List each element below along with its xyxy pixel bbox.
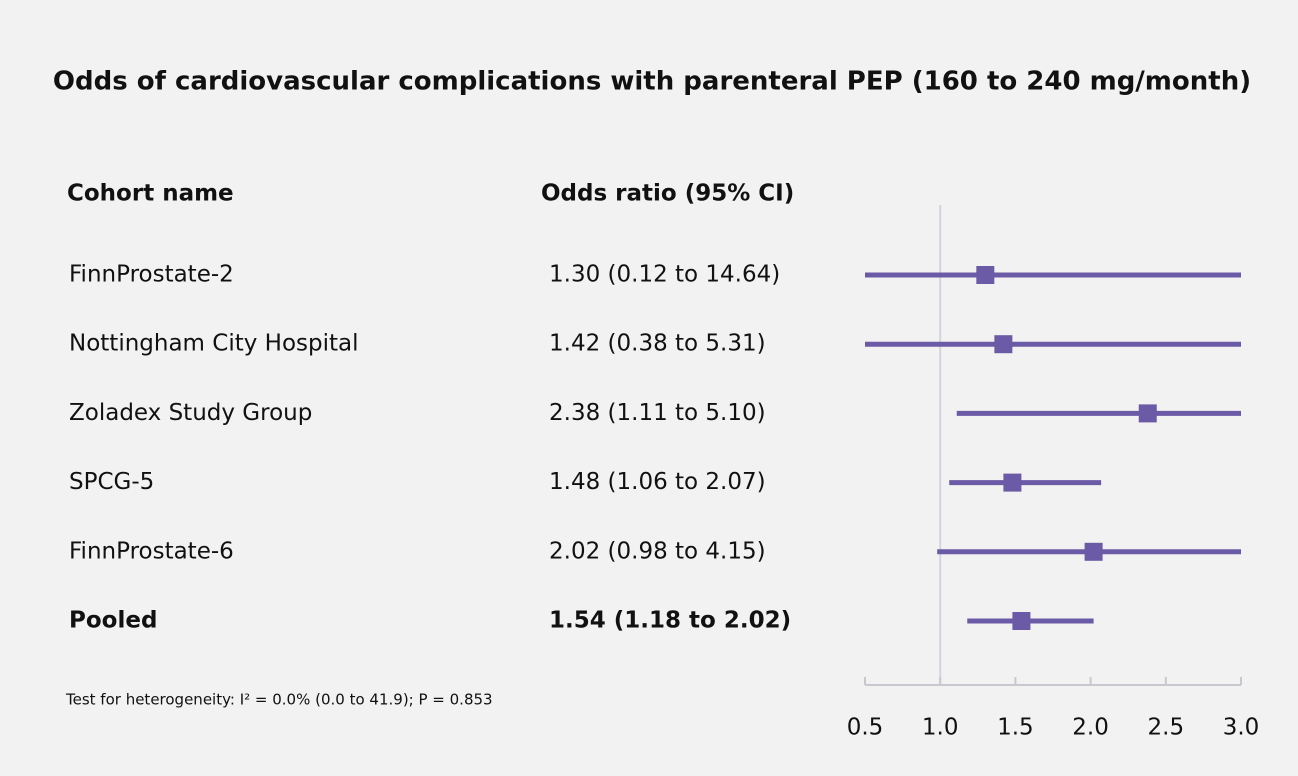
point-estimate [1138,404,1157,423]
x-tick-label: 2.5 [1148,715,1185,741]
x-tick-label: 1.0 [922,715,959,741]
x-tick-label: 2.0 [1072,715,1109,741]
x-tick-label: 1.5 [997,715,1034,741]
row-label: FinnProstate-6 [69,538,234,564]
point-estimate [994,335,1013,354]
column-header: Odds ratio (95% CI) [541,181,794,207]
row-label: FinnProstate-2 [69,262,234,288]
point-estimate [1012,612,1031,630]
point-estimate [1003,473,1022,492]
row-label: Pooled [69,608,157,634]
row-label: Nottingham City Hospital [69,331,359,357]
point-estimate [1084,542,1103,561]
chart-title: Odds of cardiovascular complications wit… [53,67,1251,97]
value-label: 1.30 (0.12 to 14.64) [549,262,780,288]
x-tick-label: 0.5 [847,715,884,741]
row-label: SPCG-5 [69,469,154,495]
value-label: 1.42 (0.38 to 5.31) [549,331,766,357]
x-tick-label: 3.0 [1223,715,1260,741]
plot-area [865,266,1241,630]
column-header: Cohort name [67,181,234,207]
point-estimate [976,266,995,284]
row-label: Zoladex Study Group [69,400,312,426]
value-label: 1.54 (1.18 to 2.02) [549,608,791,634]
value-label: 1.48 (1.06 to 2.07) [549,469,766,495]
value-label: 2.02 (0.98 to 4.15) [549,538,766,564]
footnote: Test for heterogeneity: I² = 0.0% (0.0 t… [65,691,493,709]
value-label: 2.38 (1.11 to 5.10) [549,400,766,426]
